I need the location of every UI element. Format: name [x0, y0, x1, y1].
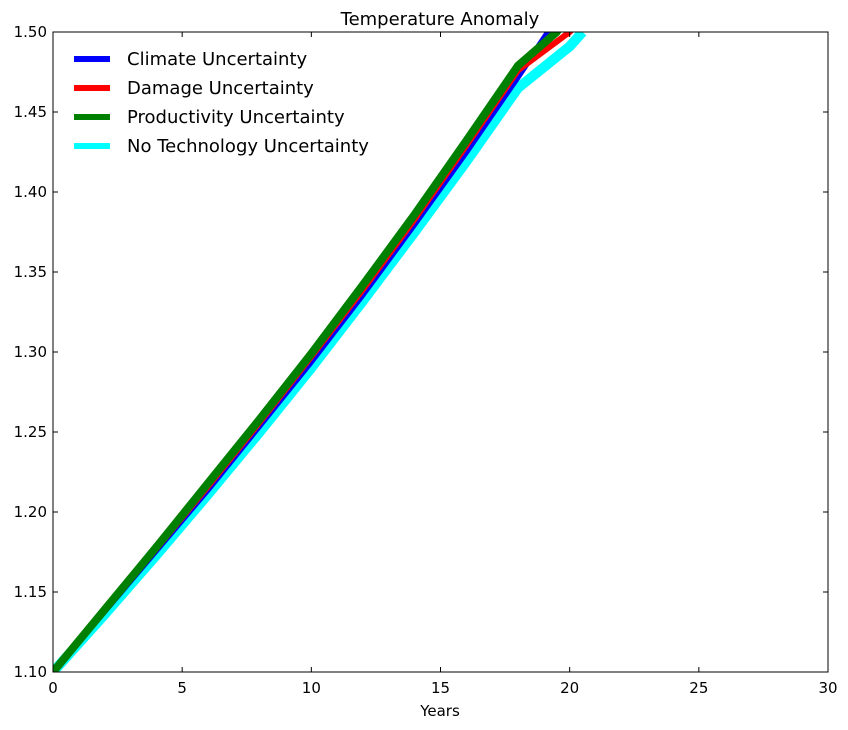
- x-tick-label: 5: [177, 679, 187, 697]
- x-tick-label: 10: [302, 679, 321, 697]
- series-line-2: [53, 32, 562, 672]
- x-tick-label: 20: [560, 679, 579, 697]
- legend-label-0: Climate Uncertainty: [127, 49, 307, 70]
- x-tick-label: 25: [689, 679, 708, 697]
- y-tick-label: 1.45: [14, 103, 47, 121]
- tick-layer: 0 5 10 15 20 25 30 1.10 1.15 1.20 1.25 1.30 1.35 1.40…: [14, 23, 838, 697]
- x-axis-label: Years: [419, 702, 460, 720]
- chart-title: Temperature Anomaly: [340, 9, 540, 30]
- x-tick-label: 30: [818, 679, 837, 697]
- y-tick-label: 1.10: [14, 663, 47, 681]
- x-tick-label: 15: [431, 679, 450, 697]
- x-tick-label: 0: [48, 679, 58, 697]
- y-tick-label: 1.25: [14, 423, 47, 441]
- plot-frame: [52, 31, 829, 673]
- y-tick-label: 1.15: [14, 583, 47, 601]
- legend-label-2: Productivity Uncertainty: [127, 107, 345, 128]
- legend-label-1: Damage Uncertainty: [127, 78, 314, 99]
- legend-label-3: No Technology Uncertainty: [127, 136, 369, 157]
- y-tick-label: 1.30: [14, 343, 47, 361]
- y-tick-label: 1.50: [14, 23, 47, 41]
- y-tick-label: 1.35: [14, 263, 47, 281]
- legend: Climate Uncertainty Damage Uncertainty Pro…: [74, 49, 369, 157]
- y-tick-label: 1.40: [14, 183, 47, 201]
- y-tick-label: 1.20: [14, 503, 47, 521]
- series-layer: [53, 32, 587, 672]
